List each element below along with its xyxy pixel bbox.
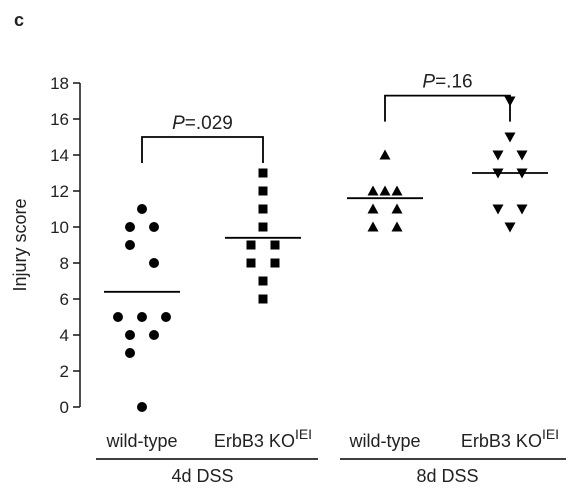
- panel-label: c: [14, 10, 24, 30]
- y-tick-label: 0: [60, 398, 69, 417]
- data-point: [258, 186, 268, 196]
- category-label-main: ErbB3 KO: [461, 431, 542, 451]
- data-point: [258, 276, 268, 286]
- group-label: 4d DSS: [171, 466, 233, 486]
- data-point: [161, 312, 171, 322]
- data-point: [149, 258, 159, 268]
- category-label-main: wild-type: [348, 431, 420, 451]
- category-label-main: ErbB3 KO: [214, 431, 295, 451]
- p-symbol: P: [172, 113, 185, 134]
- data-point: [137, 402, 147, 412]
- p-value: =.029: [185, 113, 233, 134]
- data-point: [125, 240, 135, 250]
- data-point: [367, 203, 379, 214]
- data-point: [258, 294, 268, 304]
- data-point: [113, 312, 123, 322]
- data-point: [379, 149, 391, 160]
- data-point: [149, 330, 159, 340]
- data-point: [270, 258, 280, 268]
- data-point: [258, 168, 268, 178]
- data-point: [246, 240, 256, 250]
- significance-bracket: [384, 94, 511, 122]
- y-tick-label: 12: [50, 182, 69, 201]
- data-point: [137, 204, 147, 214]
- p-value-label: P=.16: [422, 72, 472, 93]
- marks: [104, 96, 548, 412]
- y-tick-label: 14: [50, 146, 69, 165]
- data-point: [246, 258, 256, 268]
- data-point: [125, 222, 135, 232]
- data-point: [270, 240, 280, 250]
- data-point: [125, 330, 135, 340]
- category-label-superscript: IEI: [295, 426, 312, 442]
- p-value: =.16: [435, 72, 473, 93]
- y-tick-label: 4: [60, 326, 69, 345]
- y-tick-label: 6: [60, 290, 69, 309]
- y-axis-label: Injury score: [10, 198, 30, 291]
- data-point: [391, 203, 403, 214]
- y-tick-label: 18: [50, 74, 69, 93]
- data-point: [391, 185, 403, 196]
- group-label: 8d DSS: [416, 466, 478, 486]
- data-point: [125, 348, 135, 358]
- category-label: wild-type: [105, 431, 177, 451]
- y-tick-label: 16: [50, 110, 69, 129]
- data-point: [149, 222, 159, 232]
- data-point: [379, 185, 391, 196]
- data-point: [504, 222, 516, 233]
- category-label: ErbB3 KOIEI: [461, 426, 559, 451]
- data-point: [137, 312, 147, 322]
- data-point: [258, 222, 268, 232]
- y-tick-label: 8: [60, 254, 69, 273]
- data-point: [516, 150, 528, 161]
- data-point: [367, 185, 379, 196]
- y-tick-label: 10: [50, 218, 69, 237]
- p-value-label: P=.029: [172, 113, 233, 134]
- significance-bracket: [141, 136, 264, 163]
- axes: 0 2 4 6 8 10 12 14 16 18 Injury score: [10, 74, 81, 417]
- data-point: [367, 221, 379, 232]
- data-point: [391, 221, 403, 232]
- data-point: [492, 204, 504, 215]
- data-point: [504, 132, 516, 143]
- y-tick-label: 2: [60, 362, 69, 381]
- p-symbol: P: [422, 72, 435, 93]
- category-label-superscript: IEI: [542, 426, 559, 442]
- data-point: [258, 204, 268, 214]
- x-labels: wild-type ErbB3 KOIEI wild-type ErbB3 KOIEI…: [96, 426, 566, 486]
- category-label: ErbB3 KOIEI: [214, 426, 312, 451]
- category-label: wild-type: [348, 431, 420, 451]
- data-point: [492, 150, 504, 161]
- category-label-main: wild-type: [105, 431, 177, 451]
- data-point: [516, 204, 528, 215]
